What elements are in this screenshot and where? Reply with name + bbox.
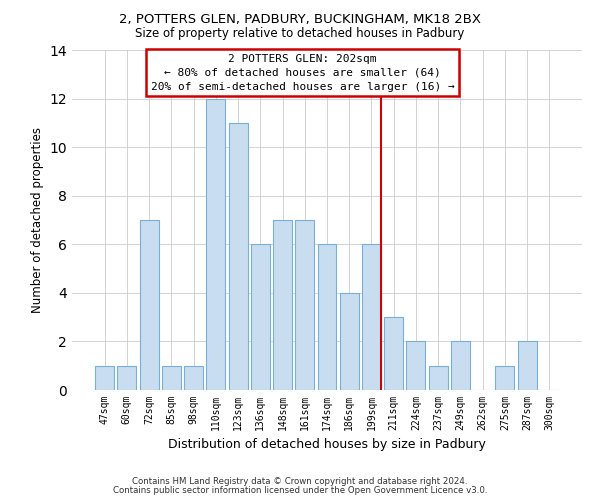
Bar <box>496 366 514 390</box>
Bar <box>229 123 248 390</box>
Bar <box>295 220 314 390</box>
Bar <box>317 244 337 390</box>
Bar <box>118 366 136 390</box>
Bar <box>140 220 158 390</box>
Bar <box>362 244 381 390</box>
Text: 2, POTTERS GLEN, PADBURY, BUCKINGHAM, MK18 2BX: 2, POTTERS GLEN, PADBURY, BUCKINGHAM, MK… <box>119 12 481 26</box>
Bar <box>162 366 181 390</box>
Bar <box>251 244 270 390</box>
Text: 2 POTTERS GLEN: 202sqm
← 80% of detached houses are smaller (64)
20% of semi-det: 2 POTTERS GLEN: 202sqm ← 80% of detached… <box>151 54 454 92</box>
Bar <box>273 220 292 390</box>
Text: Size of property relative to detached houses in Padbury: Size of property relative to detached ho… <box>136 28 464 40</box>
Bar <box>340 293 359 390</box>
X-axis label: Distribution of detached houses by size in Padbury: Distribution of detached houses by size … <box>168 438 486 452</box>
Bar <box>384 317 403 390</box>
Y-axis label: Number of detached properties: Number of detached properties <box>31 127 44 313</box>
Text: Contains public sector information licensed under the Open Government Licence v3: Contains public sector information licen… <box>113 486 487 495</box>
Bar <box>406 342 425 390</box>
Bar <box>451 342 470 390</box>
Bar <box>95 366 114 390</box>
Bar <box>429 366 448 390</box>
Bar <box>206 98 225 390</box>
Bar <box>184 366 203 390</box>
Text: Contains HM Land Registry data © Crown copyright and database right 2024.: Contains HM Land Registry data © Crown c… <box>132 477 468 486</box>
Bar <box>518 342 536 390</box>
